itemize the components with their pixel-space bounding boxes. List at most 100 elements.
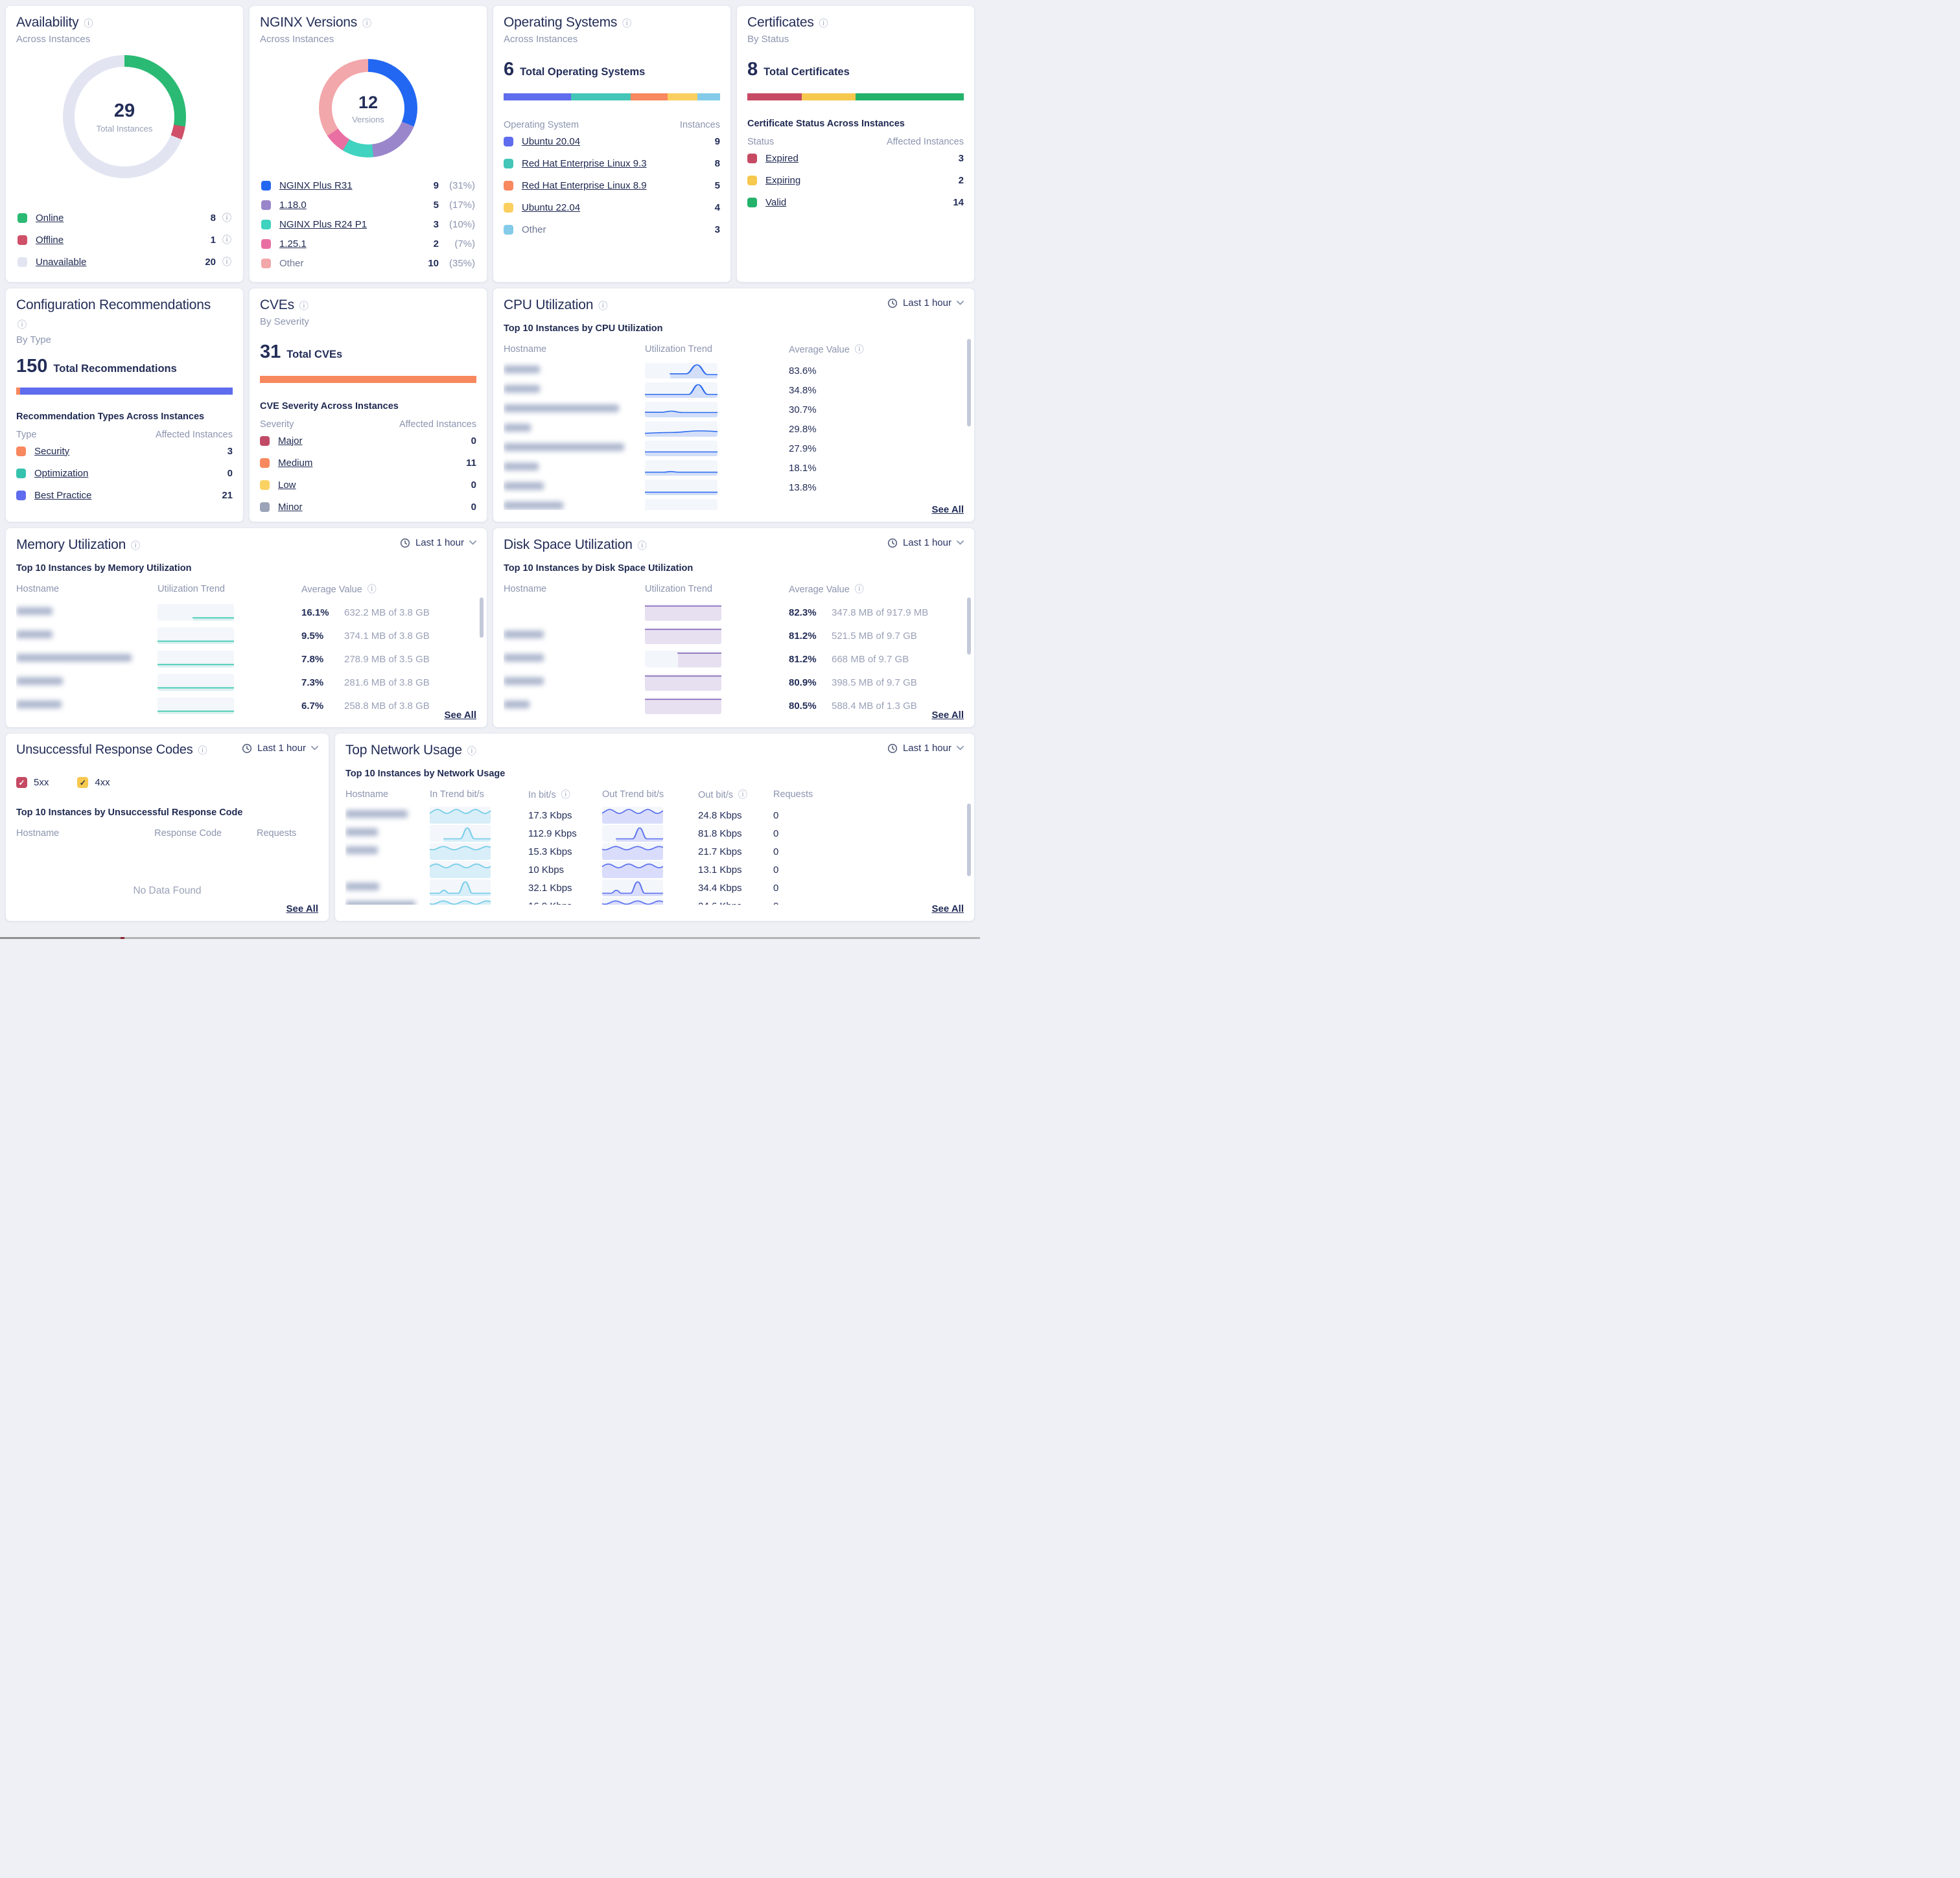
list-label[interactable]: Low — [278, 479, 296, 491]
legend-item: 1.25.1 2 (7%) — [261, 234, 475, 253]
hostname-link-redacted[interactable] — [504, 365, 540, 373]
hostname-link-redacted[interactable] — [345, 901, 415, 905]
instance-row: 6.7% 258.8 MB of 3.8 GB — [16, 694, 476, 717]
hostname-link-redacted[interactable] — [16, 607, 52, 615]
info-icon[interactable]: ⓘ — [131, 540, 141, 551]
see-all-link[interactable]: See All — [286, 903, 318, 914]
legend-label[interactable]: Online — [36, 212, 64, 224]
legend-label[interactable]: NGINX Plus R31 — [279, 180, 353, 191]
clock-icon — [242, 743, 252, 753]
list-label[interactable]: Major — [278, 435, 303, 446]
list-label[interactable]: Optimization — [34, 467, 89, 479]
hostname-link-redacted[interactable] — [504, 631, 544, 638]
list-label[interactable]: Ubuntu 22.04 — [522, 202, 581, 213]
hostname-link-redacted[interactable] — [16, 631, 52, 638]
list-label[interactable]: Medium — [278, 457, 313, 469]
hostname-link-redacted[interactable] — [345, 828, 378, 836]
list-label[interactable]: Red Hat Enterprise Linux 8.9 — [522, 180, 647, 191]
legend-label[interactable]: Unavailable — [36, 256, 87, 268]
info-icon[interactable]: ⓘ — [367, 584, 377, 594]
info-icon[interactable]: ⓘ — [222, 257, 231, 267]
list-label[interactable]: Ubuntu 20.04 — [522, 135, 581, 147]
info-icon[interactable]: ⓘ — [467, 746, 476, 756]
response-code-filter[interactable]: ✓ 5xx — [16, 777, 49, 788]
legend-value: 5 — [433, 199, 439, 211]
info-icon[interactable]: ⓘ — [198, 745, 207, 756]
info-icon[interactable]: ⓘ — [637, 540, 647, 551]
list-item: Ubuntu 20.04 9 — [504, 130, 720, 152]
scrollbar[interactable] — [967, 804, 971, 876]
time-range-dropdown[interactable]: Last 1 hour — [887, 537, 964, 548]
legend-label[interactable]: NGINX Plus R24 P1 — [279, 218, 368, 230]
hostname-link-redacted[interactable] — [16, 677, 63, 685]
hostname-link-redacted[interactable] — [504, 463, 539, 470]
info-icon[interactable]: ⓘ — [854, 584, 864, 594]
info-icon[interactable]: ⓘ — [222, 213, 231, 223]
info-icon[interactable]: ⓘ — [598, 301, 608, 311]
list-label[interactable]: Minor — [278, 501, 303, 513]
hostname-link-redacted[interactable] — [504, 443, 624, 451]
info-icon[interactable]: ⓘ — [299, 301, 309, 311]
see-all-link[interactable]: See All — [931, 504, 964, 515]
info-icon[interactable]: ⓘ — [854, 344, 864, 354]
hostname-link-redacted[interactable] — [345, 883, 379, 890]
checkbox-checked[interactable]: ✓ — [77, 777, 89, 788]
certificates-list: Expired 3 Expiring 2 Valid 14 — [747, 147, 964, 213]
top-network-usage-card: Top Network Usage ⓘ Last 1 hour Top 10 In… — [334, 733, 975, 922]
instance-row: 7.3% 281.6 MB of 3.8 GB — [16, 671, 476, 694]
hostname-link-redacted[interactable] — [504, 701, 530, 708]
hostname-link-redacted[interactable] — [345, 846, 378, 854]
scrollbar[interactable] — [480, 597, 484, 638]
average-value: 30.7% — [789, 404, 817, 415]
trend-cell — [158, 627, 301, 644]
see-all-link[interactable]: See All — [931, 710, 964, 721]
hostname-link-redacted[interactable] — [504, 677, 544, 685]
card-title: Memory Utilization — [16, 537, 126, 552]
hostname-link-redacted[interactable] — [504, 654, 544, 662]
usage-detail: 374.1 MB of 3.8 GB — [344, 630, 430, 642]
cves-card: CVEs ⓘ By Severity 31 Total CVEs CVE Seve… — [249, 288, 487, 522]
average-value: 82.3% 347.8 MB of 917.9 MB — [789, 607, 964, 618]
list-label[interactable]: Valid — [765, 196, 787, 208]
instance-row: 17.3 Kbps 24.8 Kbps 0 — [345, 806, 964, 824]
hostname-link-redacted[interactable] — [345, 810, 408, 818]
chevron-down-icon — [957, 746, 964, 750]
time-range-dropdown[interactable]: Last 1 hour — [887, 297, 964, 308]
hostname-link-redacted[interactable] — [504, 482, 544, 490]
legend-label[interactable]: 1.18.0 — [279, 199, 307, 211]
hostname-link-redacted[interactable] — [504, 385, 540, 393]
scrollbar[interactable] — [967, 597, 971, 655]
hostname-link-redacted[interactable] — [504, 502, 563, 509]
time-range-dropdown[interactable]: Last 1 hour — [242, 743, 318, 754]
see-all-link[interactable]: See All — [931, 903, 964, 914]
checkbox-checked[interactable]: ✓ — [16, 777, 27, 788]
see-all-link[interactable]: See All — [444, 710, 476, 721]
legend-label[interactable]: Offline — [36, 234, 64, 246]
time-range-dropdown[interactable]: Last 1 hour — [400, 537, 476, 548]
list-label[interactable]: Security — [34, 445, 70, 457]
response-code-filter[interactable]: ✓ 4xx — [77, 777, 110, 788]
info-icon[interactable]: ⓘ — [362, 18, 372, 29]
legend-label[interactable]: 1.25.1 — [279, 238, 307, 249]
info-icon[interactable]: ⓘ — [819, 18, 828, 29]
column-label: Affected Instances — [886, 137, 964, 147]
info-icon[interactable]: ⓘ — [622, 18, 632, 29]
hostname-link-redacted[interactable] — [16, 654, 132, 662]
hostname-link-redacted[interactable] — [16, 701, 62, 708]
hostname-link-redacted[interactable] — [504, 404, 619, 412]
list-label[interactable]: Expired — [765, 152, 799, 164]
utilization-sparkline — [158, 674, 234, 691]
scrollbar[interactable] — [967, 339, 971, 426]
list-label[interactable]: Expiring — [765, 174, 801, 186]
list-label[interactable]: Red Hat Enterprise Linux 9.3 — [522, 157, 647, 169]
info-icon[interactable]: ⓘ — [222, 235, 231, 245]
info-icon[interactable]: ⓘ — [561, 789, 570, 800]
hostname-cell — [504, 481, 645, 493]
info-icon[interactable]: ⓘ — [738, 789, 747, 800]
info-icon[interactable]: ⓘ — [84, 18, 93, 29]
hostname-link-redacted[interactable] — [504, 424, 531, 432]
time-range-dropdown[interactable]: Last 1 hour — [887, 743, 964, 754]
legend-item: Unavailable 20 ⓘ — [18, 251, 231, 273]
list-label[interactable]: Best Practice — [34, 489, 92, 501]
info-icon[interactable]: ⓘ — [18, 319, 27, 330]
